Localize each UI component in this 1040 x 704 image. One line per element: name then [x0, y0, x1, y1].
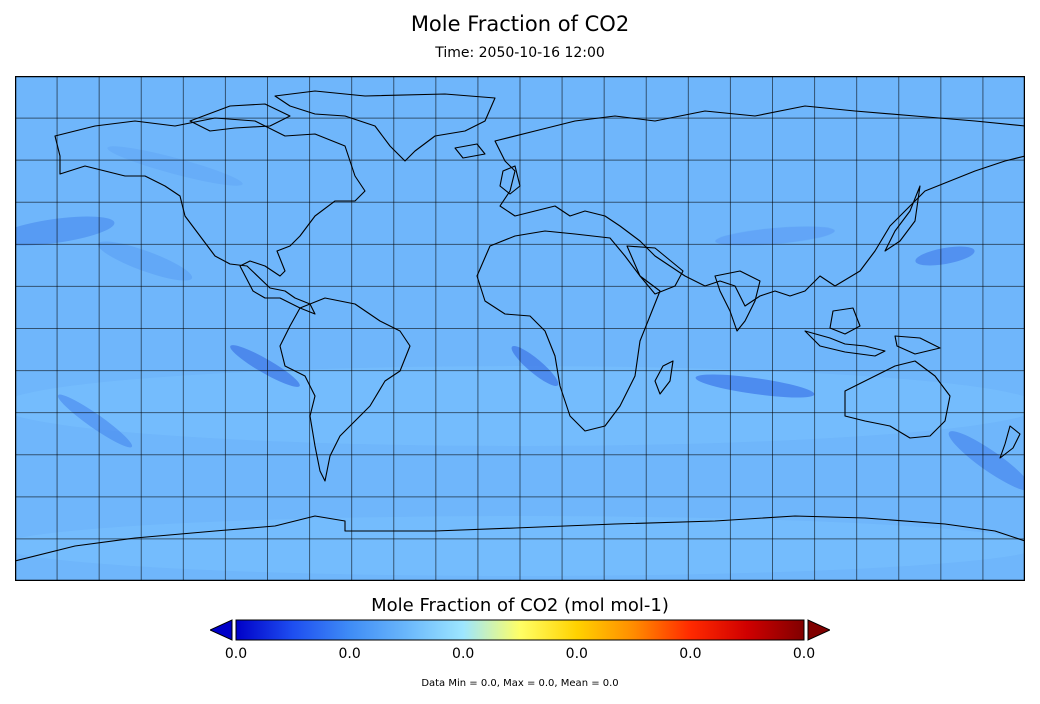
colorbar-tick-label: 0.0 — [679, 646, 702, 662]
data-stats: Data Min = 0.0, Max = 0.0, Mean = 0.0 — [421, 678, 619, 689]
greenland-outline — [274, 90, 496, 162]
grid-lines — [15, 76, 1025, 581]
india-outline — [714, 270, 761, 332]
colorbar-tick-label: 0.0 — [224, 646, 248, 662]
colorbar-title: Mole Fraction of CO2 (mol mol-1) — [371, 595, 669, 616]
arctic-islands-outline — [189, 103, 291, 132]
map-frame — [15, 76, 1025, 581]
north-america-outline — [54, 117, 366, 315]
indonesia-outline — [804, 330, 886, 357]
colorbar-tick-label: 0.0 — [792, 646, 816, 662]
colorbar-over-arrow — [807, 619, 830, 641]
map-subtitle: Time: 2050-10-16 12:00 — [435, 45, 605, 61]
japan-outline — [884, 185, 921, 252]
new-guinea-outline — [894, 335, 941, 355]
colorbar-tick-label: 0.0 — [565, 646, 588, 662]
australia-outline — [844, 360, 951, 439]
borneo-outline — [829, 307, 861, 335]
new-zealand-outline — [999, 425, 1021, 459]
colorbar-tick-label: 0.0 — [338, 646, 361, 662]
uk-outline — [499, 165, 521, 195]
colorbar-gradient — [235, 619, 805, 641]
map-title: Mole Fraction of CO2 — [410, 12, 630, 36]
africa-outline — [476, 230, 661, 432]
iceland-outline — [454, 143, 486, 159]
colorbar — [210, 619, 830, 641]
madagascar-outline — [654, 360, 674, 395]
eurasia-outline — [494, 105, 1025, 307]
world-map — [15, 76, 1025, 581]
colorbar-tick-label: 0.0 — [452, 646, 475, 662]
colorbar-under-arrow — [210, 619, 233, 641]
